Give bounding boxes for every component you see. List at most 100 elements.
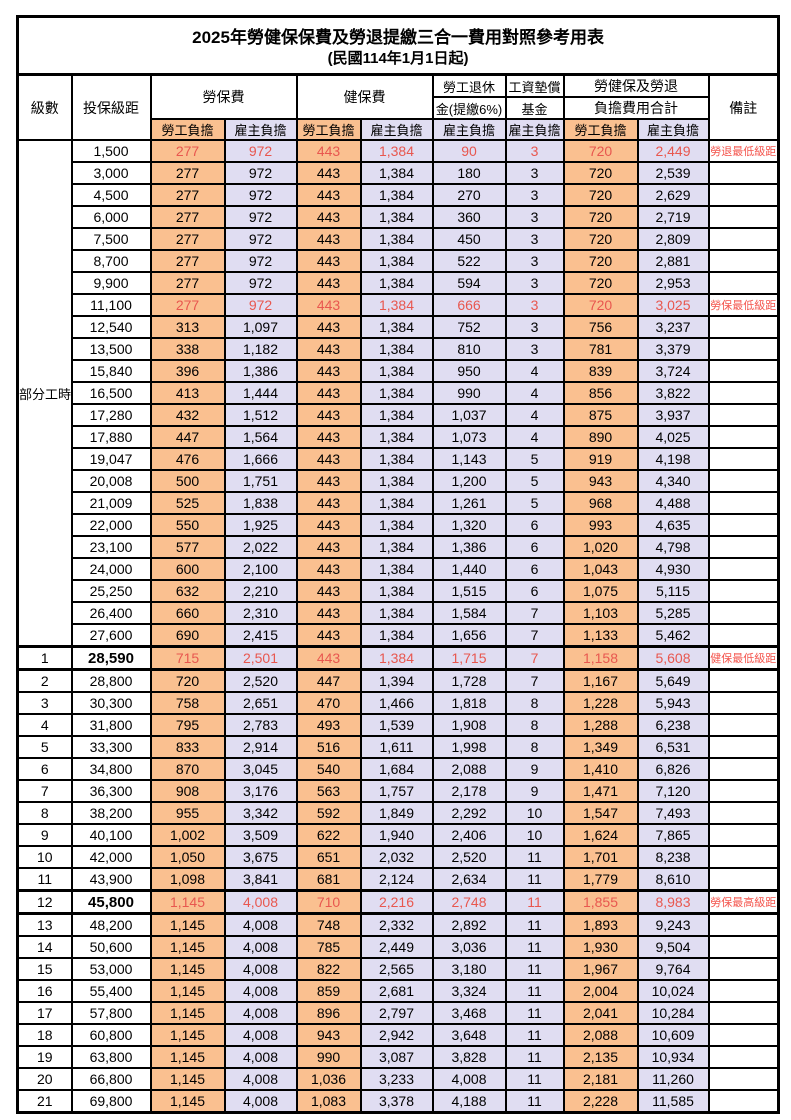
pension-employer-cell: 1,143: [431, 447, 507, 471]
labor-employee-cell: 1,050: [149, 845, 226, 869]
health-employee-cell: 443: [295, 601, 362, 625]
total-employer-cell: 7,865: [636, 823, 710, 847]
wage-fund-employer-cell: 3: [504, 161, 565, 185]
level-cell: 13: [16, 912, 73, 937]
sub-header-health-employee: 勞工負擔: [295, 118, 362, 141]
table-row: 8 38,200 955 3,342 592 1,849 2,292 10 1,547 7,493: [16, 801, 780, 825]
labor-employer-cell: 4,008: [223, 1001, 298, 1025]
table-row: 17,880 447 1,564 443 1,384 1,073 4 890 4,025: [18, 425, 780, 449]
remark-cell: [707, 1067, 780, 1091]
remark-cell: [707, 447, 780, 471]
sub-header-health-employer: 雇主負擔: [359, 118, 434, 141]
health-employer-cell: 3,378: [359, 1089, 434, 1114]
wage-fund-employer-cell: 4: [504, 381, 565, 405]
wage-fund-employer-cell: 11: [504, 889, 565, 915]
labor-employee-cell: 715: [149, 645, 226, 671]
total-employee-cell: 2,181: [562, 1067, 639, 1091]
pension-employer-cell: 3,036: [431, 935, 507, 959]
labor-employee-cell: 1,145: [149, 889, 226, 915]
table-row: 7 36,300 908 3,176 563 1,757 2,178 9 1,471 7,120: [16, 779, 780, 803]
health-employer-cell: 1,384: [359, 337, 434, 361]
remark-cell: [707, 315, 780, 339]
col-header-level: 級數: [16, 73, 73, 141]
labor-employer-cell: 972: [223, 249, 298, 273]
wage-fund-employer-cell: 11: [504, 845, 565, 869]
wage-fund-employer-cell: 11: [504, 867, 565, 892]
total-employer-cell: 6,238: [636, 713, 710, 737]
remark-cell: [707, 249, 780, 273]
total-employer-cell: 10,609: [636, 1023, 710, 1047]
wage-fund-employer-cell: 3: [504, 337, 565, 361]
total-employee-cell: 720: [562, 161, 639, 185]
health-employer-cell: 1,384: [359, 535, 434, 559]
labor-employer-cell: 972: [223, 205, 298, 229]
health-employee-cell: 443: [295, 535, 362, 559]
total-employer-cell: 10,284: [636, 1001, 710, 1025]
health-employee-cell: 470: [295, 691, 362, 715]
level-cell: 1: [16, 645, 73, 671]
health-employer-cell: 1,384: [359, 601, 434, 625]
labor-employer-cell: 4,008: [223, 1089, 298, 1114]
table-row: 13,500 338 1,182 443 1,384 810 3 781 3,379: [18, 337, 780, 361]
table-row: 12,540 313 1,097 443 1,384 752 3 756 3,237: [18, 315, 780, 339]
table-row: 17,280 432 1,512 443 1,384 1,037 4 875 3,937: [18, 403, 780, 427]
total-employer-cell: 5,462: [636, 623, 710, 648]
labor-employee-cell: 1,145: [149, 1023, 226, 1047]
pension-employer-cell: 1,440: [431, 557, 507, 581]
remark-cell: [707, 491, 780, 515]
labor-employee-cell: 277: [149, 271, 226, 295]
labor-employer-cell: 3,675: [223, 845, 298, 869]
total-employer-cell: 3,237: [636, 315, 710, 339]
remark-cell: [707, 469, 780, 493]
health-employee-cell: 516: [295, 735, 362, 759]
labor-employer-cell: 972: [223, 183, 298, 207]
pension-employer-cell: 1,715: [431, 645, 507, 671]
labor-employer-cell: 3,176: [223, 779, 298, 803]
total-employee-cell: 919: [562, 447, 639, 471]
table-row: 17 57,800 1,145 4,008 896 2,797 3,468 11 2,041 10…: [16, 1001, 780, 1025]
labor-employer-cell: 2,415: [223, 623, 298, 648]
wage-fund-employer-cell: 3: [504, 205, 565, 229]
pension-employer-cell: 3,648: [431, 1023, 507, 1047]
total-employee-cell: 1,043: [562, 557, 639, 581]
wage-fund-employer-cell: 6: [504, 535, 565, 559]
remark-cell: [707, 735, 780, 759]
total-employer-cell: 4,025: [636, 425, 710, 449]
pension-employer-cell: 1,908: [431, 713, 507, 737]
health-employee-cell: 748: [295, 912, 362, 937]
health-employee-cell: 443: [295, 469, 362, 493]
health-employer-cell: 1,394: [359, 668, 434, 693]
labor-employer-cell: 2,651: [223, 691, 298, 715]
table-row: 23,100 577 2,022 443 1,384 1,386 6 1,020 4,798: [18, 535, 780, 559]
pension-employer-cell: 810: [431, 337, 507, 361]
labor-employer-cell: 4,008: [223, 979, 298, 1003]
total-employee-cell: 1,779: [562, 867, 639, 892]
labor-employer-cell: 4,008: [223, 912, 298, 937]
remark-cell: [707, 1001, 780, 1025]
bracket-cell: 28,800: [70, 668, 152, 693]
bracket-cell: 69,800: [70, 1089, 152, 1114]
labor-employee-cell: 758: [149, 691, 226, 715]
total-employee-cell: 1,228: [562, 691, 639, 715]
table-row: 3,000 277 972 443 1,384 180 3 720 2,539: [18, 161, 780, 185]
labor-employee-cell: 277: [149, 227, 226, 251]
remark-cell: [707, 601, 780, 625]
table-row: 11,100 277 972 443 1,384 666 3 720 3,025 勞保最低級距: [18, 293, 780, 317]
health-employer-cell: 2,681: [359, 979, 434, 1003]
labor-employer-cell: 3,841: [223, 867, 298, 892]
total-employee-cell: 1,410: [562, 757, 639, 781]
labor-employer-cell: 4,008: [223, 1067, 298, 1091]
table-row: 20 66,800 1,145 4,008 1,036 3,233 4,008 11 2,181…: [16, 1067, 780, 1091]
total-employer-cell: 11,585: [636, 1089, 710, 1114]
pension-employer-cell: 1,386: [431, 535, 507, 559]
labor-employer-cell: 972: [223, 139, 298, 163]
labor-employer-cell: 972: [223, 161, 298, 185]
table-row: 22,000 550 1,925 443 1,384 1,320 6 993 4,635: [18, 513, 780, 537]
health-employee-cell: 443: [295, 447, 362, 471]
wage-fund-employer-cell: 8: [504, 691, 565, 715]
remark-cell: [707, 979, 780, 1003]
title-row: 2025年勞健保保費及勞退提繳三合一費用對照參考用表 (民國114年1月1日起): [16, 15, 780, 76]
labor-employer-cell: 1,666: [223, 447, 298, 471]
bracket-cell: 33,300: [70, 735, 152, 759]
bracket-cell: 26,400: [70, 601, 152, 625]
